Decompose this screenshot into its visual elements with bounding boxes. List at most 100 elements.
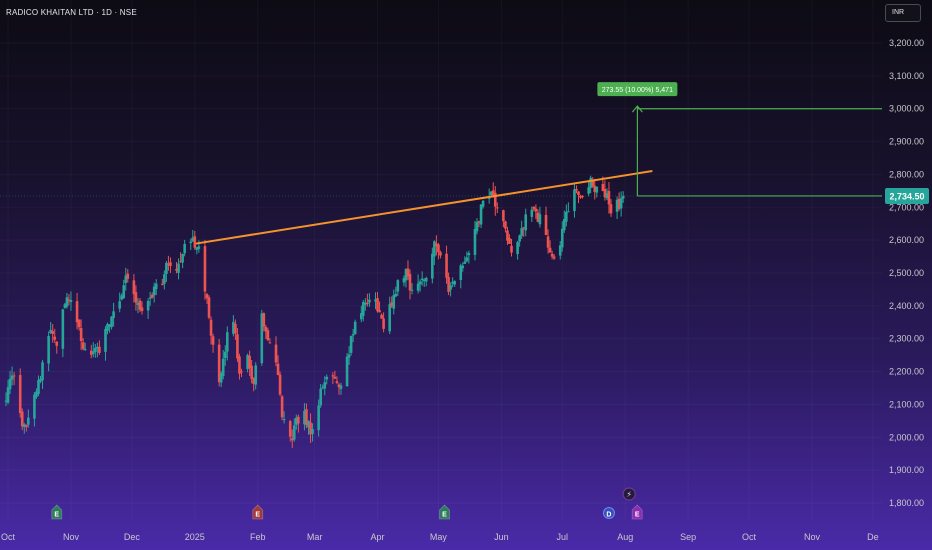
candle-body xyxy=(461,265,465,269)
candle-body xyxy=(12,375,16,377)
candle-body xyxy=(94,348,97,352)
candle-body xyxy=(333,376,337,379)
candle-body xyxy=(37,380,40,394)
events-layer: E E E D E ⚡ xyxy=(51,487,643,520)
y-tick-label: 3,200.00 xyxy=(889,38,924,48)
candle-body xyxy=(402,278,406,283)
candle-body xyxy=(388,304,392,332)
candle-body xyxy=(264,326,268,332)
event-marker-split[interactable]: ⚡ xyxy=(622,487,636,501)
candle-body xyxy=(473,229,477,255)
candle-body xyxy=(435,243,438,247)
y-tick-label: 2,200.00 xyxy=(889,367,924,377)
candle-body xyxy=(431,253,434,279)
candle-body xyxy=(112,311,115,318)
currency-button[interactable]: INR xyxy=(885,4,921,22)
earnings-icon xyxy=(51,504,63,520)
resistance-trendline xyxy=(195,170,653,245)
candle-body xyxy=(565,211,568,222)
event-marker-earnings-positive[interactable]: E xyxy=(439,504,450,520)
candle-body xyxy=(477,221,481,223)
candle-body xyxy=(83,349,87,351)
candle-body xyxy=(601,184,605,191)
candle-body xyxy=(609,204,613,214)
candle-body xyxy=(621,195,625,199)
candle-body xyxy=(465,257,469,262)
candle-body xyxy=(591,180,595,187)
candle-body xyxy=(18,375,22,414)
event-marker-earnings-negative[interactable]: E xyxy=(252,504,264,520)
candle-body xyxy=(181,253,184,263)
candle-body xyxy=(366,302,369,305)
candle-body xyxy=(506,230,509,241)
candle-body xyxy=(75,301,79,323)
candle-body xyxy=(124,275,128,284)
event-letter: D xyxy=(606,512,611,519)
candle-body xyxy=(522,227,525,229)
event-letter: E xyxy=(54,512,59,519)
candle-body xyxy=(254,365,258,385)
candle-body xyxy=(558,245,562,256)
candle-body xyxy=(236,334,239,359)
y-tick-label: 2,700.00 xyxy=(889,202,924,212)
candle-body xyxy=(290,438,294,441)
candle-body xyxy=(223,351,227,359)
candle-body xyxy=(437,244,440,253)
candle-body xyxy=(49,329,52,333)
event-marker-earnings-positive[interactable]: E xyxy=(51,504,63,520)
candle-body xyxy=(35,391,38,397)
candle-body xyxy=(79,327,83,342)
candle-body xyxy=(207,297,211,318)
candle-body xyxy=(248,355,251,369)
candle-body xyxy=(467,253,471,256)
candle-body xyxy=(268,342,272,344)
candle-body xyxy=(136,302,140,306)
y-tick-label: 2,800.00 xyxy=(889,169,924,179)
candle-body xyxy=(504,221,507,229)
event-marker-dividend[interactable]: D xyxy=(602,507,615,519)
event-letter: E xyxy=(442,512,447,519)
candle-body xyxy=(567,211,570,213)
candle-body xyxy=(453,281,456,285)
candle-body xyxy=(118,301,121,309)
x-tick-label: Feb xyxy=(250,532,266,542)
candle-body xyxy=(433,241,436,257)
y-tick-label: 1,800.00 xyxy=(889,498,924,508)
candle-body xyxy=(546,236,550,248)
y-tick-label: 1,900.00 xyxy=(889,465,924,475)
candle-body xyxy=(89,350,93,355)
candle-body xyxy=(410,289,414,291)
candle-body xyxy=(479,204,483,225)
candle-body xyxy=(55,341,59,346)
candle-body xyxy=(392,295,396,309)
x-tick-label: Apr xyxy=(371,532,385,542)
candle-body xyxy=(311,429,314,434)
candle-body xyxy=(250,365,253,379)
candle-body xyxy=(408,273,412,291)
candle-body xyxy=(378,310,381,313)
candle-body xyxy=(445,253,448,278)
candle-body xyxy=(481,200,485,207)
candle-body xyxy=(502,210,505,221)
x-tick-label: Sep xyxy=(680,532,696,542)
candle-body xyxy=(297,416,300,424)
candle-body xyxy=(307,420,310,428)
candle-body xyxy=(520,228,523,236)
candle-body xyxy=(77,320,81,328)
candle-body xyxy=(132,280,136,295)
overlays-layer: 273.55 (10.00%) 5,471 xyxy=(195,82,882,245)
candle-body xyxy=(189,241,193,244)
candle-body xyxy=(319,388,322,406)
event-marker-earnings-upcoming[interactable]: E xyxy=(631,504,643,520)
candle-body xyxy=(560,228,564,248)
x-tick-label: Aug xyxy=(617,532,633,542)
candle-body xyxy=(234,323,237,334)
candle-body xyxy=(225,332,229,352)
candle-body xyxy=(489,191,493,196)
candle-body xyxy=(197,246,201,249)
candle-body xyxy=(41,362,44,381)
candle-body xyxy=(134,292,138,303)
candle-body xyxy=(20,411,24,427)
candle-body xyxy=(126,273,130,279)
